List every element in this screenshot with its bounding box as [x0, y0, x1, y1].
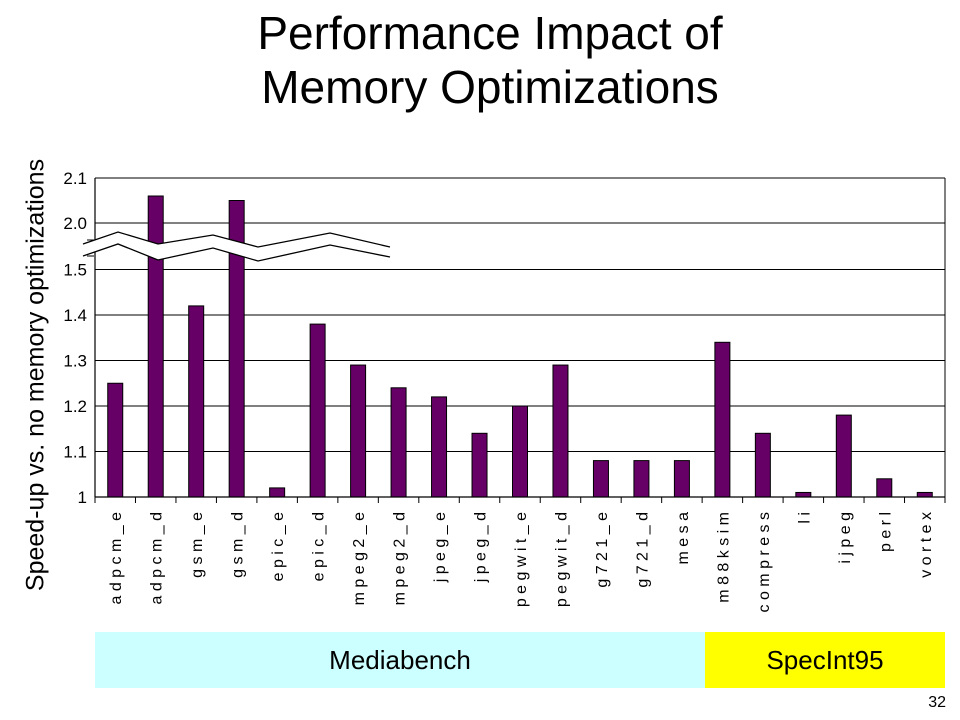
bar [431, 396, 448, 498]
bar [512, 405, 528, 498]
y-tick-label: 2.1 [63, 169, 87, 188]
chart-title: Performance Impact of Memory Optimizatio… [257, 7, 723, 113]
x-tick-label: j p e g _ e [432, 512, 449, 583]
x-tick-label: p e g w i t _ e [513, 512, 530, 607]
axes [87, 178, 946, 503]
x-tick-label: g s m _ e [189, 512, 206, 578]
x-tick-label: a d p c m _ e [108, 512, 125, 605]
x-tick-label: m e s a [675, 512, 692, 565]
break-line-bottom [82, 243, 391, 262]
group-specint95: SpecInt95 [705, 632, 945, 688]
x-tick-label: m 8 8 k s i m [715, 512, 732, 603]
bar [390, 387, 407, 498]
bar [471, 432, 488, 498]
break-line-top [82, 231, 391, 248]
x-tick-label: v o r t e x [918, 512, 935, 578]
x-tick-label: m p e g 2 _ d [392, 512, 409, 605]
y-tick-label: 2.0 [63, 214, 87, 233]
bar [350, 364, 367, 498]
break-fill [83, 232, 390, 261]
bar [795, 491, 812, 498]
axis-break-marker [82, 231, 391, 262]
y-tick-label: 1.4 [63, 306, 87, 325]
y-tick-label: 1.1 [63, 443, 87, 462]
x-tick-label: l i [796, 512, 813, 524]
y-tick-label: 1.2 [63, 397, 87, 416]
y-tick-label: 1.5 [63, 261, 87, 280]
bar [673, 460, 690, 498]
x-tick-label: c o m p r e s s [756, 512, 773, 612]
x-tick-label: i j p e g [837, 512, 854, 564]
y-tick-label: 1 [78, 488, 87, 507]
bar [269, 487, 286, 498]
group-mediabench: Mediabench [95, 632, 705, 688]
bar [835, 414, 852, 498]
x-tick-label: m p e g 2 _ e [351, 512, 368, 605]
x-tick-label: j p e g _ d [473, 512, 490, 583]
bar [876, 478, 893, 498]
x-tick-label: g s m _ d [230, 512, 247, 578]
bar [754, 432, 771, 498]
bar [633, 460, 650, 498]
page-number: 32 [928, 694, 946, 711]
x-tick-label: p e r l [877, 512, 894, 552]
bar [107, 382, 124, 498]
x-tick-label: g 7 2 1 _ e [594, 512, 611, 588]
bar [916, 491, 933, 498]
x-tick-label: a d p c m _ d [149, 512, 166, 605]
x-tick-labels: a d p c m _ e a d p c m _ d g s m _ e g s m… [108, 512, 935, 613]
x-tick-label: e p i c _ d [311, 512, 328, 581]
bar [714, 341, 731, 498]
y-tick-label: 1.3 [63, 352, 87, 371]
x-tick-label: g 7 2 1 _ d [634, 512, 651, 588]
bar [309, 323, 326, 498]
bar [188, 305, 205, 498]
bar [552, 364, 569, 498]
y-tick-labels: 1 1.1 1.2 1.3 1.4 1.5 2.0 2.1 [63, 169, 87, 507]
bar [592, 460, 609, 498]
x-tick-label: e p i c _ e [270, 512, 287, 581]
x-tick-label: p e g w i t _ d [553, 512, 570, 607]
